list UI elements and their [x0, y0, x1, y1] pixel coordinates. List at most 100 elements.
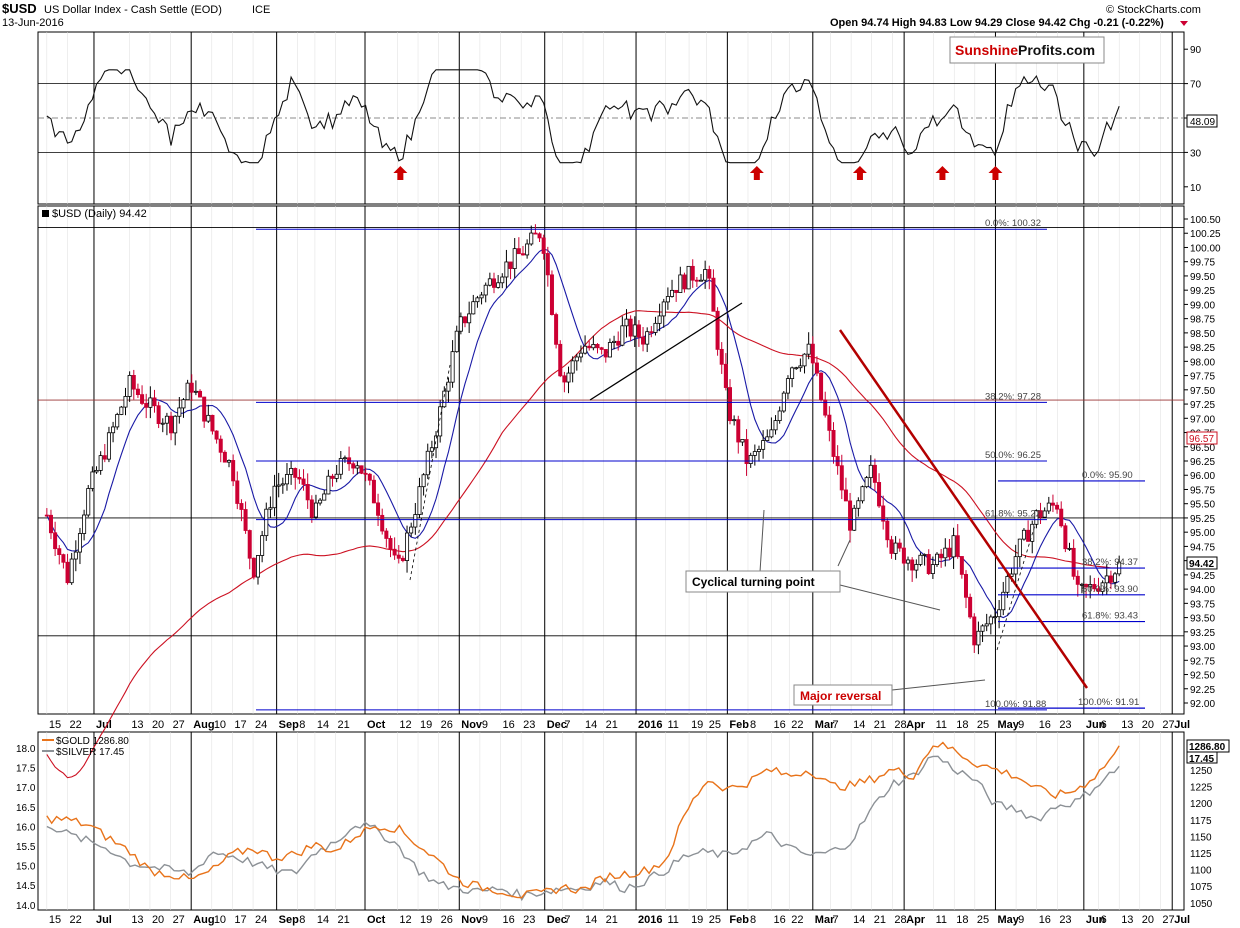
- candle-body: [280, 483, 285, 486]
- candle-body: [574, 356, 579, 362]
- candle-body: [388, 538, 393, 550]
- candle-body: [520, 253, 525, 256]
- x-tick-label: 12: [399, 719, 411, 731]
- candle-body: [367, 473, 372, 481]
- candle-body: [856, 500, 861, 509]
- candle-body: [864, 477, 869, 488]
- support-trendline: [589, 302, 743, 401]
- x-tick-label: 14: [317, 719, 329, 731]
- x-tick-label: Oct: [367, 719, 386, 731]
- x-tick-label: 16: [1039, 719, 1051, 731]
- candle-body: [690, 265, 695, 281]
- silver-tick-label: 17.0: [16, 783, 36, 794]
- candle-body: [955, 535, 960, 557]
- up-arrow-icon: [393, 166, 408, 180]
- candle-body: [997, 609, 1002, 618]
- x-tick-label: 21: [606, 914, 618, 926]
- price-tick-label: 95.50: [1190, 500, 1215, 511]
- candle-body: [102, 455, 107, 460]
- candle-body: [189, 382, 194, 393]
- candle-body: [947, 547, 952, 558]
- candle-body: [342, 457, 347, 460]
- x-tick-label: 14: [585, 719, 597, 731]
- gold-tick-label: 1075: [1190, 882, 1213, 893]
- candle-body: [413, 514, 418, 528]
- candle-body: [976, 630, 981, 646]
- candle-body: [620, 325, 625, 346]
- candle-body: [591, 344, 596, 349]
- silver-tick-label: 16.5: [16, 803, 36, 814]
- gold-line: [46, 741, 1120, 899]
- candle-body: [334, 473, 339, 479]
- x-tick-label: 6: [1101, 914, 1107, 926]
- candle-body: [930, 564, 935, 574]
- candle-body: [318, 499, 323, 504]
- x-tick-label: 8: [299, 719, 305, 731]
- candle-body: [889, 539, 894, 554]
- candle-body: [963, 573, 968, 598]
- gold-tick-label: 1200: [1190, 799, 1213, 810]
- candle-body: [371, 479, 376, 504]
- dashed-line-1: [409, 364, 451, 581]
- candle-body: [148, 397, 153, 408]
- x-tick-label: Feb: [729, 914, 749, 926]
- silver-tick-label: 14.5: [16, 881, 36, 892]
- candle-body: [1108, 575, 1113, 583]
- candle-body: [90, 471, 95, 489]
- price-tick-label: 100.25: [1190, 229, 1221, 240]
- fib-label-short: 61.8%: 93.43: [1082, 611, 1138, 622]
- price-tick-label: 98.00: [1190, 357, 1215, 368]
- candle-body: [529, 232, 534, 245]
- price-tick-label: 96.00: [1190, 471, 1215, 482]
- candle-body: [670, 289, 675, 297]
- candle-body: [351, 463, 356, 469]
- x-tick-label: 16: [503, 719, 515, 731]
- reversal-callout: Major reversal: [793, 679, 986, 706]
- svg-text:96.57: 96.57: [1189, 434, 1214, 445]
- candle-body: [438, 406, 443, 437]
- candle-body: [193, 390, 198, 393]
- gold-tick-label: 1175: [1190, 816, 1212, 827]
- price-tick-label: 100.50: [1190, 215, 1221, 226]
- candle-body: [1075, 575, 1080, 585]
- silver-tick-label: 16.0: [16, 822, 36, 833]
- candle-body: [1017, 538, 1022, 558]
- candle-body: [599, 347, 604, 350]
- x-tick-label: Apr: [906, 719, 926, 731]
- up-arrow-icon: [852, 166, 867, 180]
- candle-body: [790, 367, 795, 380]
- candle-body: [458, 316, 463, 332]
- gold-tick-label: 1050: [1190, 899, 1213, 910]
- candle-body: [777, 410, 782, 422]
- price-ticks: 100.50 100.25 100.00 99.75 99.50 99.25 99.00 98…: [1184, 215, 1221, 710]
- candle-body: [794, 367, 799, 370]
- candle-body: [313, 502, 318, 518]
- candle-body: [843, 489, 848, 502]
- x-tick-label: 9: [482, 719, 488, 731]
- candle-body: [214, 430, 219, 440]
- x-tick-label: Sep: [279, 914, 299, 926]
- x-tick-label: 10: [214, 719, 226, 731]
- candle-body: [512, 248, 517, 269]
- grid-lines: [38, 32, 1184, 910]
- candle-body: [169, 415, 174, 434]
- x-tick-label: 9: [1018, 914, 1024, 926]
- candle-body: [1026, 529, 1031, 542]
- resistance-trendline: [838, 329, 1089, 689]
- x-tick-label: 22: [791, 914, 803, 926]
- price-tick-label: 93.50: [1190, 614, 1215, 625]
- candle-body: [1046, 502, 1051, 512]
- candle-body: [616, 340, 621, 346]
- candle-body: [1001, 591, 1006, 611]
- candle-body: [914, 564, 919, 571]
- x-tick-label: 27: [173, 719, 185, 731]
- candle-body: [935, 553, 940, 565]
- candle-body: [508, 261, 513, 269]
- candle-body: [1084, 583, 1089, 588]
- x-tick-label: 8: [299, 914, 305, 926]
- candle-body: [392, 548, 397, 556]
- candle-body: [649, 331, 654, 334]
- candle-body: [727, 387, 732, 422]
- candle-body: [736, 419, 741, 443]
- candle-body: [227, 460, 232, 463]
